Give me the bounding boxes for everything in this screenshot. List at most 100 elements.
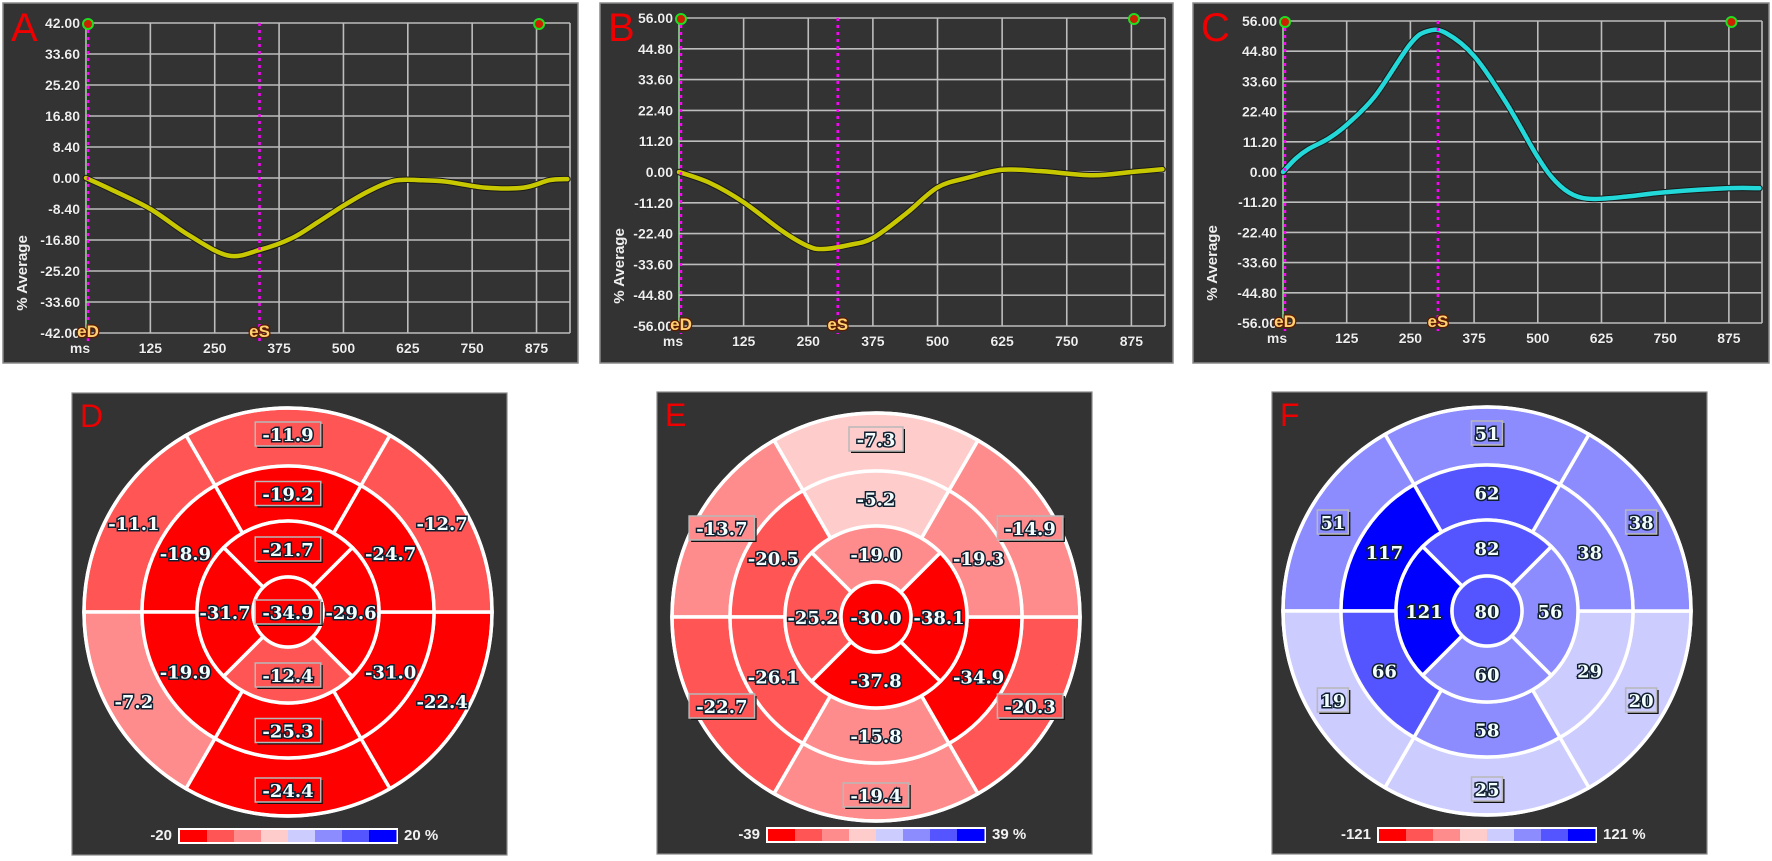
label-box <box>1316 509 1350 535</box>
segment-label-mid-upper-right: 38 <box>1577 543 1602 564</box>
x-tick-label: 875 <box>525 340 549 356</box>
segment-label-mid-bottom: 58 <box>1474 721 1499 742</box>
x-tick-label: 750 <box>1055 333 1079 349</box>
y-tick-label: 11.20 <box>639 133 673 149</box>
colorbar-bin <box>315 830 343 842</box>
label-box <box>254 777 322 803</box>
colorbar-bin <box>180 830 208 842</box>
segment-label-apex: 80 <box>1474 602 1499 623</box>
y-tick-label: 56.00 <box>638 10 673 26</box>
x-tick-label: 750 <box>1654 330 1678 346</box>
x-unit-label: ms <box>1267 330 1287 346</box>
segment-label-basal-upper-left: -13.7 <box>696 519 747 540</box>
event-label-eS: eS <box>827 315 848 334</box>
y-tick-label: 16.80 <box>45 108 80 124</box>
colorbar-bin <box>342 830 370 842</box>
segment-label-mid-bottom: -25.3 <box>262 722 313 743</box>
label-box <box>254 421 322 447</box>
bullseye-outline <box>82 406 494 818</box>
segment-label-apical-bottom: -12.4 <box>262 666 313 687</box>
segment-label-basal-upper-right: -12.7 <box>416 514 467 535</box>
segment-label-apical-top: -21.7 <box>262 540 313 561</box>
segment-label-apical-left: 121 <box>1405 602 1443 623</box>
segment-label-mid-lower-right: -31.0 <box>365 662 416 683</box>
segment-label-mid-lower-right: 29 <box>1577 661 1602 682</box>
y-tick-label: 22.40 <box>1242 104 1277 120</box>
segment-label-apical-right: -29.6 <box>325 603 376 624</box>
segment-label-basal-top: -7.3 <box>857 430 896 451</box>
segment-label-basal-bottom: -24.4 <box>262 781 313 802</box>
panel-letter: B <box>608 6 635 50</box>
panel-letter: C <box>1201 6 1230 50</box>
colorbar-bin <box>930 829 958 841</box>
colorbar-bin <box>1514 829 1542 841</box>
x-tick-label: 625 <box>1590 330 1614 346</box>
x-tick-label: 125 <box>732 333 756 349</box>
y-tick-label: 0.00 <box>1250 164 1277 180</box>
y-tick-label: -56.00 <box>1237 315 1277 331</box>
x-tick-label: 625 <box>990 333 1014 349</box>
segment-label-mid-upper-right: -19.3 <box>953 549 1004 570</box>
y-axis-label: % Average <box>611 228 628 304</box>
y-tick-label: -33.60 <box>633 256 673 272</box>
bullseye-outline <box>1281 405 1693 817</box>
x-tick-label: 250 <box>1399 330 1423 346</box>
label-box <box>688 693 756 719</box>
colorbar-bin <box>234 830 262 842</box>
y-tick-label: 33.60 <box>1242 73 1277 89</box>
end-marker <box>1725 16 1738 28</box>
label-box <box>1624 687 1658 713</box>
segment-apex <box>839 580 913 654</box>
x-tick-label: 375 <box>1462 330 1486 346</box>
label-box <box>688 515 756 541</box>
y-tick-label: 11.20 <box>1243 134 1277 150</box>
segment-label-mid-bottom: -15.8 <box>850 727 901 748</box>
event-label-eD: eD <box>670 315 692 334</box>
y-axis-label: % Average <box>1204 225 1221 301</box>
start-marker <box>1279 16 1291 28</box>
x-tick-label: 375 <box>267 340 291 356</box>
label-box <box>254 480 322 507</box>
y-tick-label: 42.00 <box>45 15 80 31</box>
segment-label-mid-top: -5.2 <box>857 490 896 511</box>
event-label-eD: eD <box>77 322 99 341</box>
colorbar-bin <box>903 829 931 841</box>
bullseye-outline <box>670 411 1082 823</box>
x-unit-label: ms <box>70 340 90 356</box>
bullseye-d: D -11.9 -11.1 -7.2 -24.4 -22.4 -12.7 -19.2 -18.9… <box>71 392 508 856</box>
segment-label-apical-top: -19.0 <box>850 545 901 566</box>
line-chart-c: 56.00 44.80 33.60 22.40 11.20 0.00 -11.20 -22.4… <box>1192 2 1770 364</box>
event-label-eD: eD <box>1274 312 1296 331</box>
colorbar-bin <box>1460 829 1488 841</box>
y-tick-label: 25.20 <box>45 77 80 93</box>
segment-label-mid-lower-left: 66 <box>1372 661 1397 682</box>
x-tick-label: 500 <box>926 333 950 349</box>
line-chart-b: 56.00 44.80 33.60 22.40 11.20 0.00 -11.20 -22.4… <box>599 2 1174 364</box>
chart-panel <box>1192 2 1770 364</box>
y-tick-label: -33.60 <box>40 294 80 310</box>
segment-label-basal-upper-right: 38 <box>1629 513 1654 534</box>
colorbar-bin <box>1379 829 1407 841</box>
y-tick-label: -11.20 <box>1238 194 1277 210</box>
segment-label-apex: -34.9 <box>262 603 313 624</box>
segment-label-basal-top: -11.9 <box>262 425 313 446</box>
segment-label-basal-lower-left: -7.2 <box>114 692 153 713</box>
segment-label-basal-top: 51 <box>1474 424 1499 445</box>
panel-letter: E <box>665 397 686 433</box>
colorbar-bin <box>207 830 235 842</box>
colorbar-bin <box>1568 829 1596 841</box>
x-tick-label: 250 <box>797 333 821 349</box>
start-marker <box>675 13 687 25</box>
segment-label-apical-right: -38.1 <box>913 608 964 629</box>
bullseye-e: E -7.3 -13.7 -22.7 -19.4 -20.3 -14.9 -5.2 -20.5 -… <box>656 391 1093 855</box>
colorbar-min-label: -39 <box>738 826 760 843</box>
x-tick-label: 500 <box>332 340 356 356</box>
y-tick-label: 0.00 <box>646 164 673 180</box>
chart-panel <box>599 2 1174 364</box>
colorbar-max-label: 121 % <box>1603 826 1646 843</box>
segment-label-basal-lower-right: 20 <box>1629 691 1654 712</box>
y-tick-label: -56.00 <box>633 318 673 334</box>
y-tick-label: -42.00 <box>40 325 80 341</box>
label-box <box>996 693 1064 719</box>
y-tick-label: -8.40 <box>48 201 80 217</box>
